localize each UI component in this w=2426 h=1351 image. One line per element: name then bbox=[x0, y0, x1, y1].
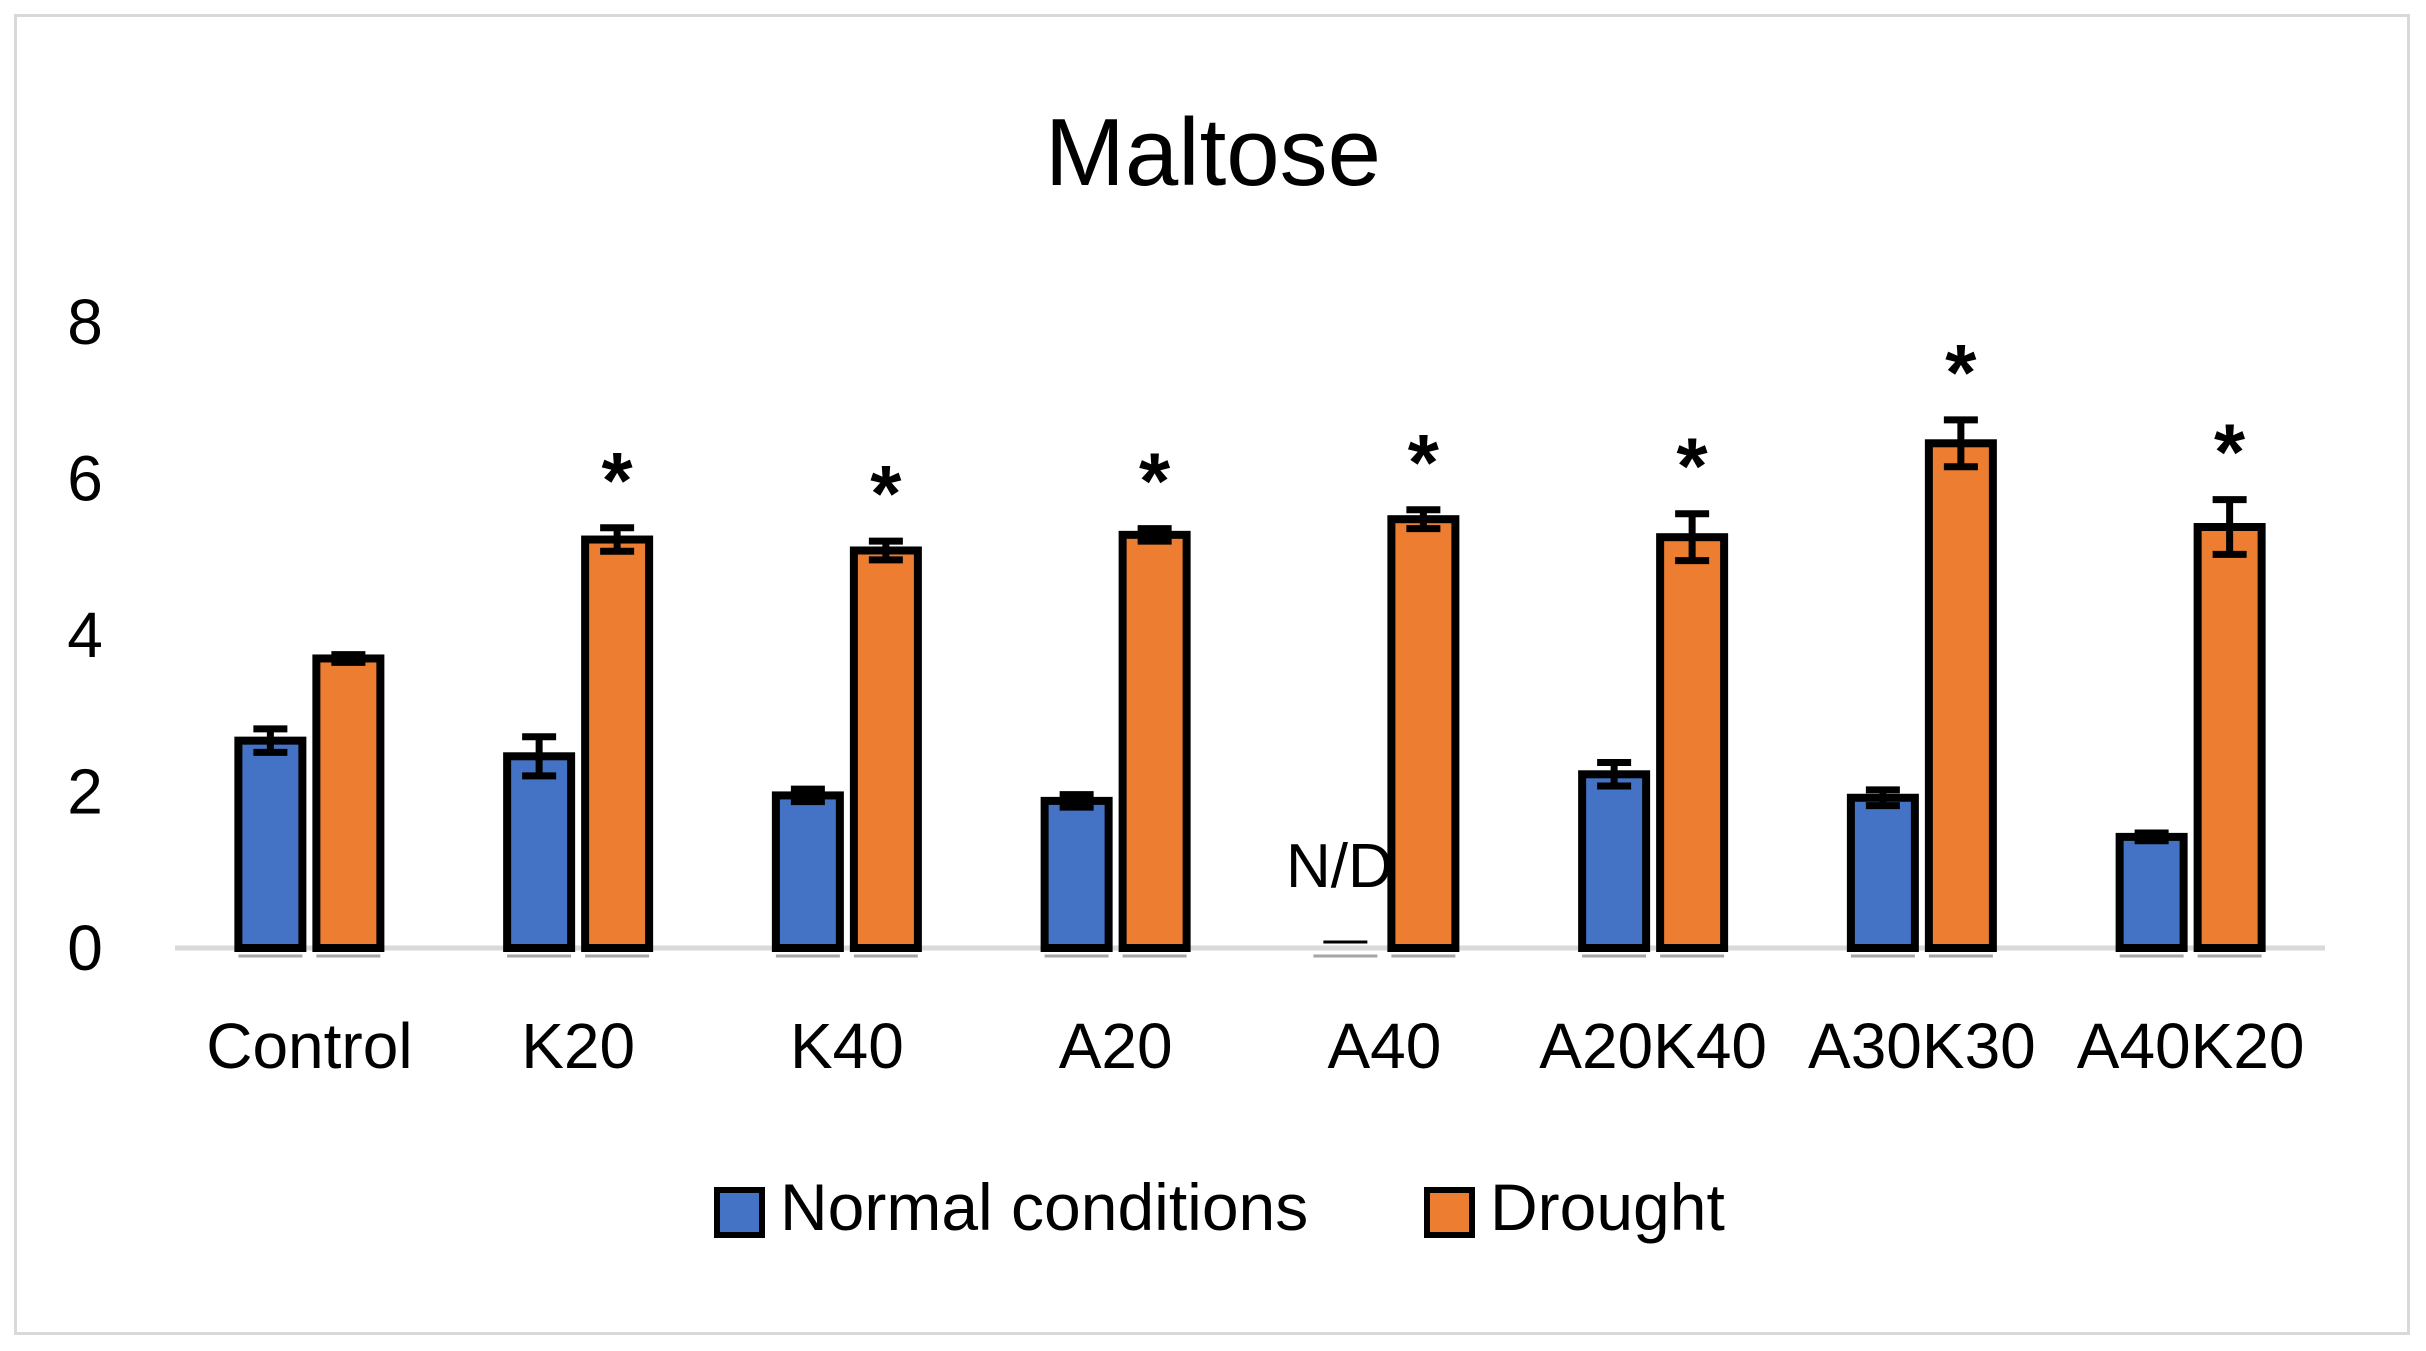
bars-group: * * * N/D * * * * bbox=[234, 328, 2266, 958]
bar-drought bbox=[581, 535, 654, 952]
legend-label-drought: Drought bbox=[1490, 1170, 1725, 1244]
y-axis-ticks: 0 2 4 6 8 bbox=[67, 286, 103, 984]
bar-normal bbox=[1846, 793, 1919, 953]
significance-marker: * bbox=[1677, 422, 1709, 511]
bar-normal bbox=[1578, 770, 1651, 952]
significance-marker: * bbox=[1139, 437, 1171, 526]
bar-normal bbox=[234, 736, 307, 953]
not-detected-label: N/D bbox=[1286, 832, 1393, 901]
legend-swatch-drought bbox=[1424, 1187, 1475, 1238]
y-tick-label: 0 bbox=[67, 912, 103, 984]
x-tick-label: K40 bbox=[790, 1010, 904, 1082]
x-tick-label: A40 bbox=[1327, 1010, 1441, 1082]
y-tick-label: 4 bbox=[67, 599, 103, 671]
significance-marker: * bbox=[870, 449, 902, 538]
legend-label-normal: Normal conditions bbox=[780, 1170, 1308, 1244]
bar-normal bbox=[2115, 832, 2188, 953]
x-tick-label: K20 bbox=[521, 1010, 635, 1082]
bar-normal bbox=[1040, 796, 1113, 953]
x-tick-label: A40K20 bbox=[2077, 1010, 2305, 1082]
significance-marker: * bbox=[2214, 408, 2246, 497]
legend-swatch-normal bbox=[714, 1187, 765, 1238]
x-tick-label: A30K30 bbox=[1808, 1010, 2036, 1082]
bar-normal bbox=[771, 791, 844, 952]
significance-marker: * bbox=[1945, 328, 1977, 417]
x-tick-label: A20 bbox=[1059, 1010, 1173, 1082]
bar-normal bbox=[503, 752, 576, 952]
bar-drought bbox=[2193, 523, 2266, 952]
y-tick-label: 2 bbox=[67, 756, 103, 828]
chart-title: Maltose bbox=[1045, 99, 1381, 206]
bar-drought bbox=[1387, 515, 1460, 952]
y-tick-label: 6 bbox=[67, 443, 103, 515]
significance-marker: * bbox=[1408, 418, 1440, 507]
chart-frame bbox=[14, 14, 2410, 1335]
bar-drought bbox=[1924, 439, 1997, 952]
x-tick-label: A20K40 bbox=[1539, 1010, 1767, 1082]
significance-marker: * bbox=[602, 436, 634, 525]
x-tick-label: Control bbox=[206, 1010, 412, 1082]
bar-drought bbox=[849, 546, 922, 952]
x-axis-labels: Control K20 K40 A20 A40 A20K40 A30K30 A40K20 bbox=[206, 1010, 2304, 1082]
bar-drought bbox=[1118, 530, 1191, 953]
bar-drought bbox=[312, 654, 385, 952]
bar-drought bbox=[1656, 533, 1729, 952]
legend: Normal conditions Drought bbox=[714, 1170, 1725, 1244]
y-tick-label: 8 bbox=[67, 286, 103, 358]
